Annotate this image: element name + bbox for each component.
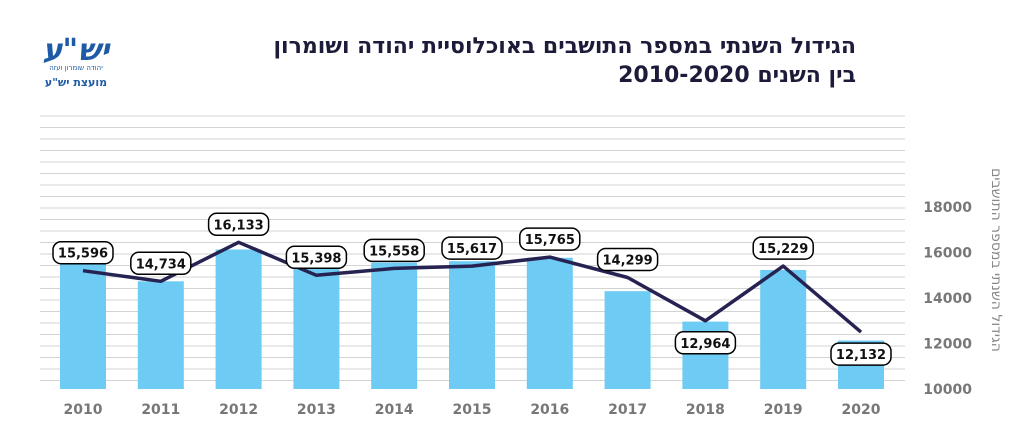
data-label-2012: 16,133 (207, 212, 270, 237)
bar-2010 (60, 261, 106, 389)
bar-2012 (215, 249, 262, 389)
data-label-2020: 12,132 (830, 342, 892, 366)
data-label-text: 12,132 (836, 348, 886, 363)
trend-line-layer (82, 240, 863, 334)
bar-2015 (449, 261, 495, 389)
yesha-council-logo: יש"ע יהודה שומרון ועזה מועצת יש"ע (34, 30, 118, 94)
logo-tagline: יהודה שומרון ועזה (49, 64, 103, 72)
y-tick-16000: 16000 (923, 246, 972, 262)
y-tick-14000: 14000 (923, 291, 972, 307)
y-tick-18000: 18000 (923, 200, 972, 216)
bar-2016 (526, 257, 573, 389)
data-label-2014: 15,558 (363, 238, 425, 263)
data-label-text: 15,765 (525, 233, 575, 248)
data-label-2018: 12,964 (674, 331, 737, 355)
y-tick-12000: 12000 (923, 337, 972, 353)
data-label-text: 15,617 (447, 242, 497, 257)
data-label-text: 14,299 (603, 254, 653, 269)
x-tick-2010: 2010 (64, 402, 103, 418)
bar-2011 (137, 281, 184, 389)
logo-mark: יש"ע יהודה שומרון ועזה (43, 33, 112, 72)
chart-title: הגידול השנתי במספר התושבים באוכלוסיית יה… (273, 34, 856, 59)
y-axis-title: הגידול השנתי במספר התושבים (988, 168, 1004, 352)
x-tick-2016: 2016 (530, 402, 569, 418)
x-tick-2019: 2019 (764, 402, 803, 418)
x-tick-2012: 2012 (219, 402, 258, 418)
y-tick-10000: 10000 (923, 382, 972, 398)
data-label-text: 15,558 (369, 244, 419, 259)
logo-glyph: יש"ע (43, 33, 112, 68)
data-label-2013: 15,398 (285, 245, 348, 270)
data-label-text: 15,229 (758, 242, 808, 257)
x-tick-2014: 2014 (375, 402, 414, 418)
bar-2014 (371, 262, 418, 389)
logo-org-name: מועצת יש"ע (44, 76, 108, 89)
x-tick-2020: 2020 (842, 402, 881, 418)
data-labels: 15,596 14,734 16,133 15,398 15,558 15,617 15,7… (52, 212, 892, 366)
bar-2019 (760, 270, 807, 389)
data-label-2010: 15,596 (52, 240, 114, 265)
data-label-2011: 14,734 (130, 251, 192, 276)
bar-2013 (293, 266, 340, 389)
bar-2017 (604, 291, 651, 389)
data-label-2017: 14,299 (596, 247, 659, 272)
x-tick-2011: 2011 (141, 402, 180, 418)
x-tick-2013: 2013 (297, 402, 336, 418)
data-label-text: 12,964 (680, 337, 730, 352)
data-label-text: 16,133 (214, 218, 264, 233)
data-label-text: 15,596 (58, 247, 108, 262)
data-label-text: 14,734 (136, 257, 186, 272)
y-axis-ticks: 18000 16000 14000 12000 10000 (923, 200, 972, 398)
x-tick-2017: 2017 (608, 402, 647, 418)
data-label-2016: 15,765 (519, 227, 581, 251)
x-axis-ticks: 2010 2011 2012 2013 2014 2015 2016 2017 2018 2019… (64, 402, 881, 418)
data-label-2019: 15,229 (752, 236, 814, 260)
chart-title-block: הגידול השנתי במספר התושבים באוכלוסיית יה… (156, 32, 856, 90)
y-axis-title-wrap: הגידול השנתי במספר התושבים (962, 140, 1022, 380)
x-tick-2015: 2015 (453, 402, 492, 418)
chart-subtitle: בין השנים 2010-2020 (618, 63, 856, 88)
data-label-2015: 15,617 (441, 236, 503, 260)
data-label-text: 15,398 (291, 251, 341, 266)
x-tick-2018: 2018 (686, 402, 725, 418)
